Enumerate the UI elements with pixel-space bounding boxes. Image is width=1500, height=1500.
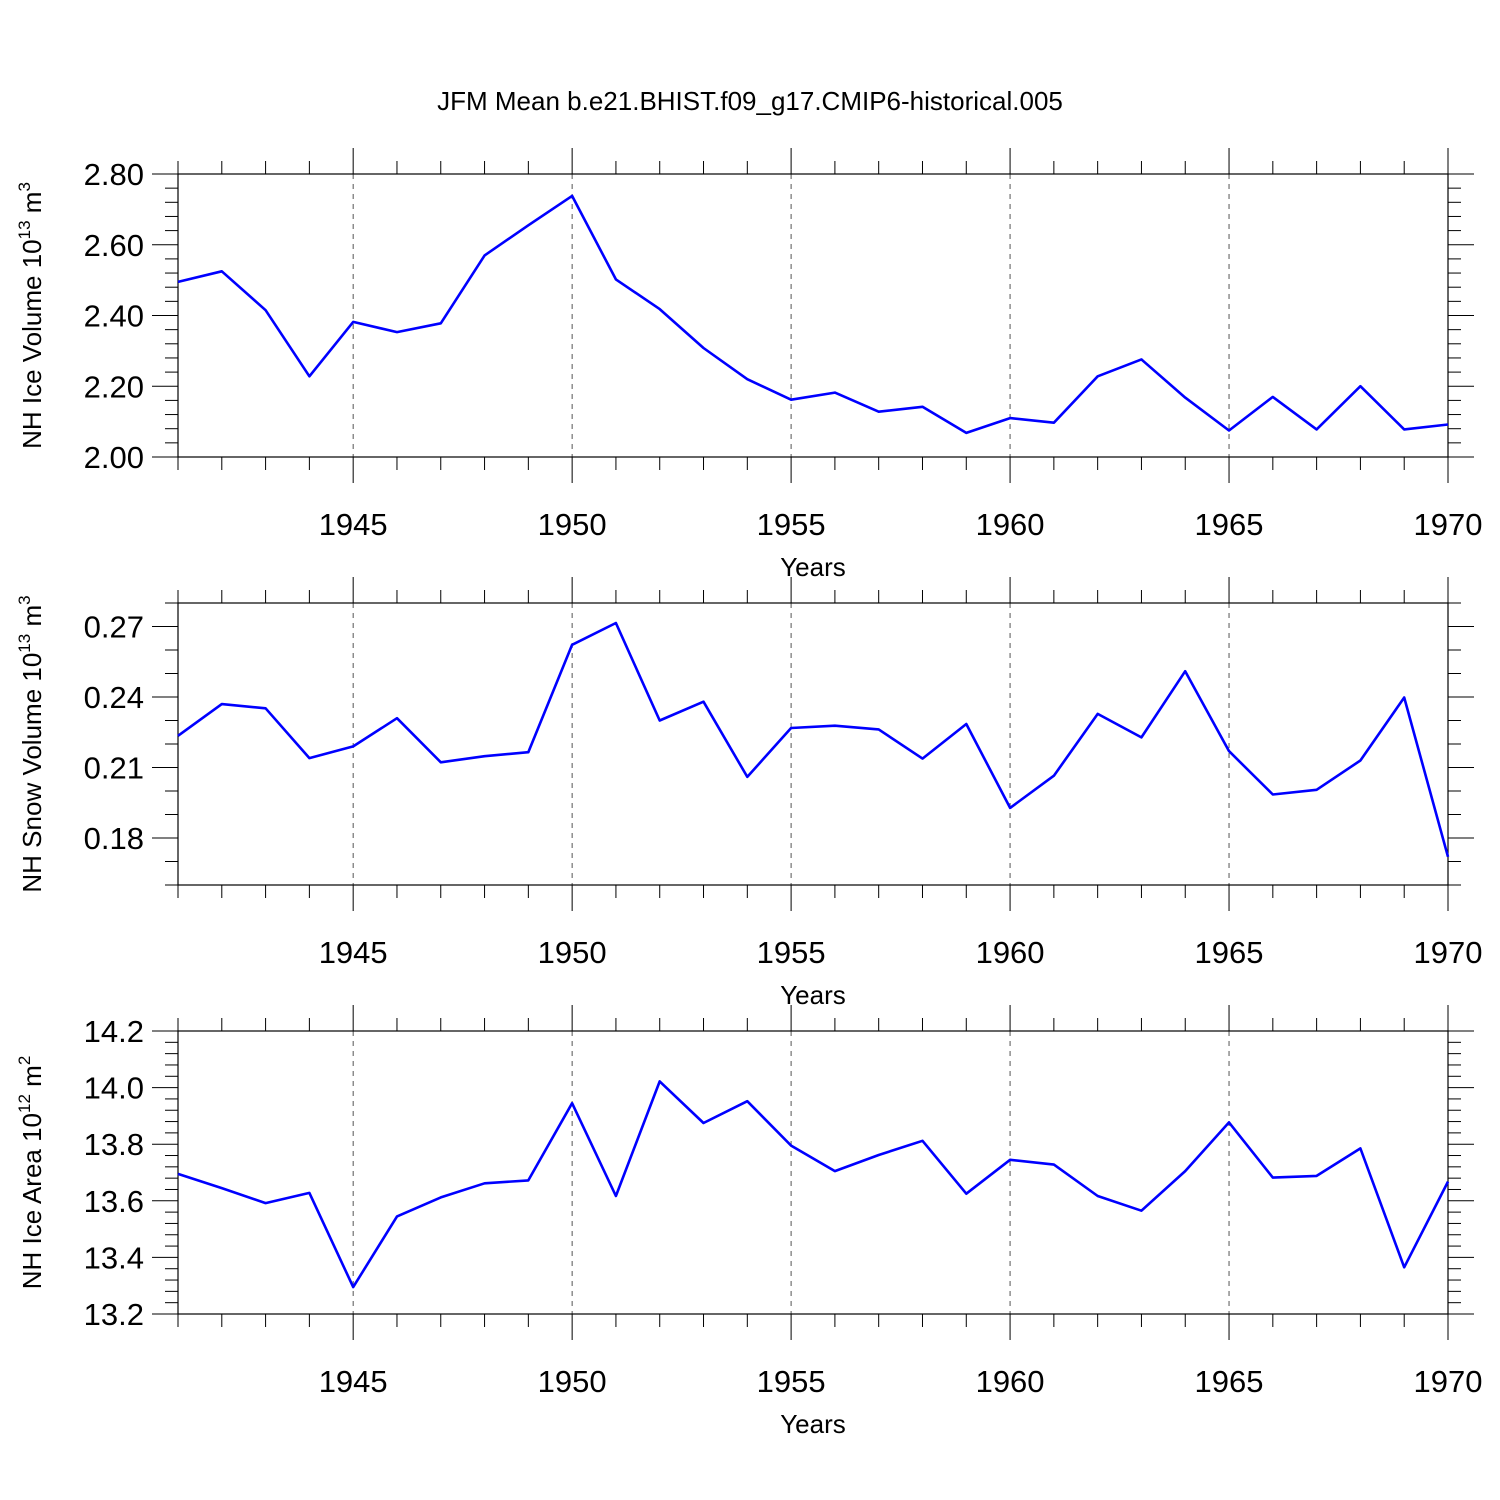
- x-tick-label: 1950: [538, 1364, 607, 1399]
- x-tick-label: 1945: [319, 1364, 388, 1399]
- y-tick-label: 2.60: [84, 228, 144, 263]
- y-axis-label: NH Ice Area 1012 m2: [15, 1056, 47, 1290]
- y-tick-label: 0.21: [84, 751, 144, 786]
- y-tick-label: 13.2: [84, 1297, 144, 1332]
- series-line: [177, 194, 1449, 435]
- x-axis-label: Years: [780, 980, 846, 1010]
- plot-frame: [177, 602, 1449, 886]
- x-tick-label: 1970: [1414, 935, 1483, 970]
- series-line: [177, 1080, 1450, 1289]
- y-tick-label: 0.18: [84, 821, 144, 856]
- y-tick-label: 13.8: [84, 1127, 144, 1162]
- y-tick-label: 2.00: [84, 440, 144, 475]
- y-axis-label: NH Snow Volume 1013 m3: [15, 595, 47, 892]
- y-label-unit-exponent: 3: [15, 595, 34, 604]
- x-tick-label: 1945: [319, 935, 388, 970]
- x-tick-label: 1970: [1414, 1364, 1483, 1399]
- y-label-unit: m: [17, 605, 47, 634]
- y-tick-label: 14.2: [84, 1014, 144, 1049]
- x-tick-label: 1960: [976, 1364, 1045, 1399]
- y-tick-label: 13.4: [84, 1240, 144, 1275]
- y-label-text: NH Ice Volume 10: [17, 239, 47, 449]
- y-label-unit: m: [17, 1065, 47, 1094]
- plot-frame: [177, 173, 1449, 458]
- y-label-unit-exponent: 2: [15, 1056, 34, 1065]
- y-tick-label: 0.27: [84, 610, 144, 645]
- chart-panel-2: 0.18 0.21 0.24 0.27 1945 1950 1955 1960 1965 1970…: [15, 577, 1482, 1010]
- y-tick-label: 2.80: [84, 157, 144, 192]
- x-tick-label: 1955: [757, 1364, 826, 1399]
- y-label-exponent: 13: [15, 634, 34, 653]
- x-tick-label: 1960: [976, 935, 1045, 970]
- x-tick-label: 1955: [757, 935, 826, 970]
- x-tick-label: 1965: [1195, 507, 1264, 542]
- x-axis-label: Years: [780, 1409, 846, 1439]
- x-tick-label: 1955: [757, 507, 826, 542]
- y-tick-label: 2.40: [84, 299, 144, 334]
- plot-frame: [177, 1030, 1449, 1315]
- series-line: [177, 621, 1450, 858]
- x-tick-label: 1950: [538, 507, 607, 542]
- y-label-unit-exponent: 3: [15, 182, 34, 191]
- y-label-exponent: 12: [15, 1094, 34, 1113]
- x-axis-label: Years: [780, 552, 846, 582]
- chart-panel-1: 2.00 2.20 2.40 2.60 2.80 1945 1950 1955 1960 1965…: [15, 148, 1482, 582]
- y-label-text: NH Ice Area 10: [17, 1113, 47, 1289]
- y-tick-label: 2.20: [84, 369, 144, 404]
- x-tick-label: 1945: [319, 507, 388, 542]
- figure-title: JFM Mean b.e21.BHIST.f09_g17.CMIP6-histo…: [437, 86, 1063, 116]
- x-tick-label: 1965: [1195, 1364, 1264, 1399]
- y-label-unit: m: [17, 192, 47, 221]
- y-label-exponent: 13: [15, 220, 34, 239]
- x-tick-label: 1970: [1414, 507, 1483, 542]
- y-tick-label: 0.24: [84, 680, 144, 715]
- chart-panel-3: 13.2 13.4 13.6 13.8 14.0 14.2 1945 1950 1955 1960…: [15, 1005, 1482, 1439]
- y-tick-label: 14.0: [84, 1071, 144, 1106]
- x-tick-label: 1965: [1195, 935, 1264, 970]
- x-tick-label: 1950: [538, 935, 607, 970]
- y-axis-label: NH Ice Volume 1013 m3: [15, 182, 47, 449]
- y-tick-label: 13.6: [84, 1184, 144, 1219]
- y-label-text: NH Snow Volume 10: [17, 653, 47, 893]
- x-tick-label: 1960: [976, 507, 1045, 542]
